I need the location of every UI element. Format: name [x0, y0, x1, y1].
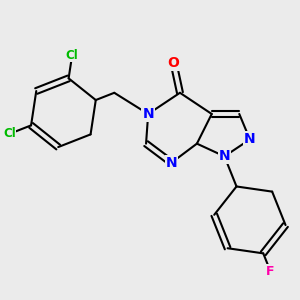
Text: O: O — [168, 56, 179, 70]
Text: Cl: Cl — [66, 49, 79, 62]
Text: F: F — [266, 265, 275, 278]
Text: Cl: Cl — [3, 128, 16, 140]
Text: N: N — [244, 132, 256, 146]
Text: N: N — [142, 107, 154, 121]
Text: N: N — [219, 149, 230, 164]
Text: N: N — [166, 156, 177, 170]
